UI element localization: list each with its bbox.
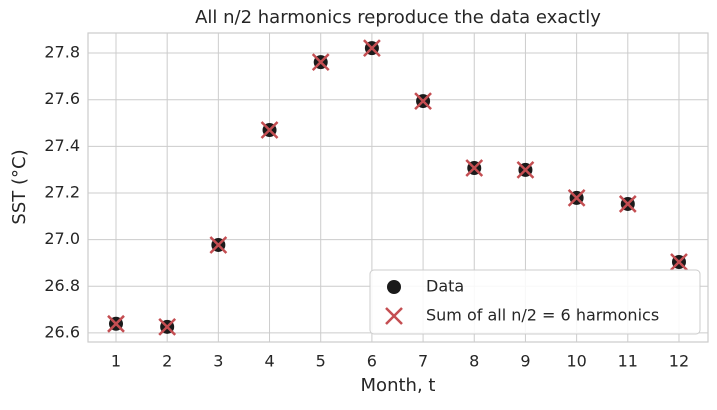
data-point [311,53,330,72]
y-axis-label: SST (°C) [9,149,30,224]
x-tick-label: 12 [669,352,689,371]
y-tick-label: 27.4 [44,136,80,155]
y-tick-label: 27.2 [44,182,80,201]
data-point [363,39,381,58]
x-tick-label: 8 [469,352,479,371]
data-point [107,314,125,333]
legend-box [369,269,701,335]
x-tick-label: 4 [264,352,274,371]
legend-marker [385,307,403,325]
x-tick-label: 10 [566,352,586,371]
x-tick-label: 9 [520,352,530,371]
x-tick-label: 6 [367,352,377,371]
x-tick-label: 7 [418,352,428,371]
chart-title: All n/2 harmonics reproduce the data exa… [195,7,601,28]
x-tick-label: 11 [618,352,638,371]
y-tick-label: 27.6 [44,89,80,108]
y-tick-label: 27.8 [44,43,80,62]
x-tick-label: 3 [213,352,223,371]
legend-label: Data [426,277,464,296]
x-axis-label: Month, t [361,375,436,396]
data-point [618,195,637,213]
data-point [260,121,279,139]
data-point [465,159,484,177]
y-tick-label: 27.0 [44,229,80,248]
plot-frame [87,32,709,343]
legend-label: Sum of all n/2 = 6 harmonics [426,306,659,325]
x-tick-label: 1 [111,352,121,371]
x-tick-label: 5 [316,352,326,371]
y-tick-label: 26.6 [44,322,80,341]
data-point [516,161,535,179]
x-tick-label: 2 [162,352,172,371]
legend-marker [387,280,401,294]
data-point [567,188,586,207]
data-point [158,317,177,336]
y-tick-label: 26.8 [44,276,80,295]
data-point [209,236,228,254]
data-point [670,253,688,271]
data-point [414,92,432,110]
